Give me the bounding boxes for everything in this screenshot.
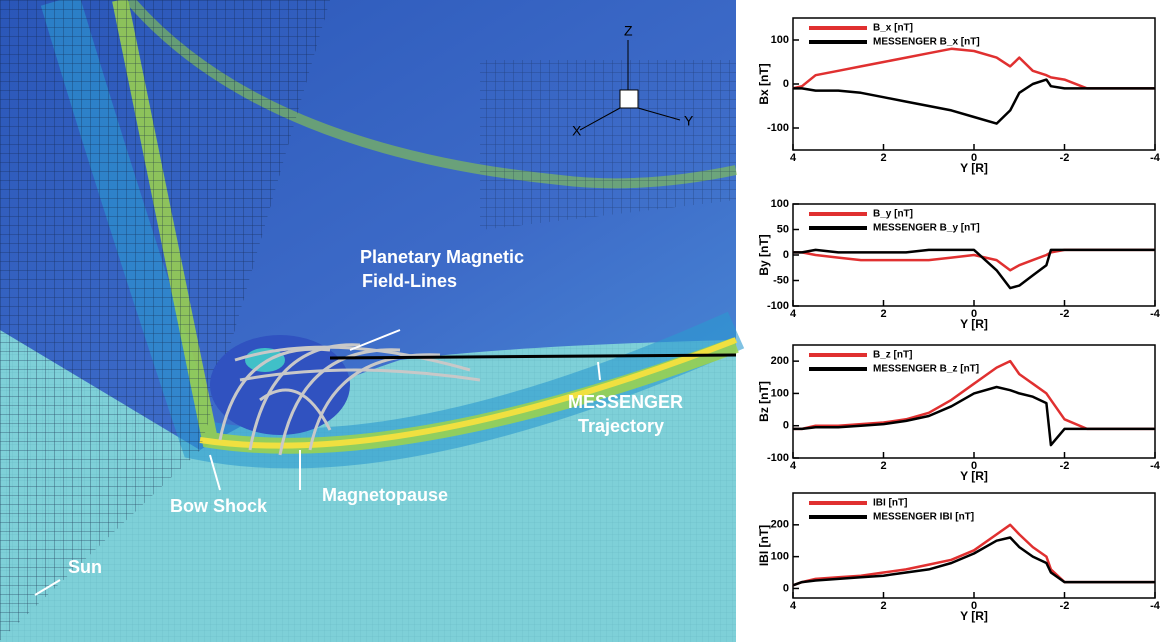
plot-frame [792, 344, 1156, 459]
x-tick-label: 0 [971, 600, 977, 612]
y-tick-label: -50 [773, 274, 789, 286]
data-line [793, 78, 1155, 125]
y-tick-label: 100 [771, 387, 789, 399]
data-line [793, 359, 1155, 431]
annotation: Planetary Magnetic [360, 247, 524, 267]
x-axis-label: Y [R] [960, 469, 988, 483]
y-axis-label: By [nT] [757, 234, 771, 275]
x-tick-label: -4 [1150, 460, 1161, 472]
data-line [792, 47, 1155, 90]
y-tick-label: 200 [771, 519, 789, 531]
y-tick-label: 100 [771, 551, 789, 563]
y-tick-label: -100 [767, 300, 789, 312]
y-tick-label: 200 [771, 355, 789, 367]
annotation: Bow Shock [170, 496, 268, 516]
x-tick-label: -4 [1150, 308, 1161, 320]
data-line [792, 523, 1155, 587]
x-tick-label: 2 [880, 600, 886, 612]
x-tick-label: 2 [880, 308, 886, 320]
legend-label: MESSENGER B_x [nT] [873, 37, 980, 48]
x-tick-label: -2 [1060, 600, 1070, 612]
legend-label: MESSENGER B_y [nT] [873, 223, 980, 234]
x-tick-label: 2 [880, 460, 886, 472]
legend-label: MESSENGER IBI [nT] [873, 512, 974, 523]
x-tick-label: -2 [1060, 460, 1070, 472]
y-tick-label: 0 [783, 249, 789, 261]
y-axis-label: Bz [nT] [757, 381, 771, 422]
y-tick-label: 50 [777, 223, 789, 235]
data-line [793, 385, 1155, 447]
annotation: MESSENGER [568, 392, 683, 412]
x-tick-label: -4 [1150, 600, 1161, 612]
legend-label: B_z [nT] [873, 350, 912, 361]
y-tick-label: 100 [771, 198, 789, 210]
x-axis-label: Y [R] [960, 161, 988, 175]
legend-label: IBI [nT] [873, 498, 907, 509]
axis-label: Y [684, 113, 694, 129]
axis-label: X [572, 123, 582, 139]
data-line [792, 536, 1155, 587]
annotation: Trajectory [578, 416, 664, 436]
y-tick-label: 0 [783, 78, 789, 90]
y-tick-label: 100 [771, 34, 789, 46]
y-axis-label: Bx [nT] [757, 63, 771, 104]
x-tick-label: 4 [790, 600, 797, 612]
x-tick-label: 0 [971, 152, 977, 164]
y-tick-label: -100 [767, 122, 789, 134]
y-tick-label: -100 [767, 452, 789, 464]
x-tick-label: 0 [971, 308, 977, 320]
annotation: Field-Lines [362, 271, 457, 291]
simulation-image: Planetary Magnetic Field-Lines MESSENGER… [0, 0, 745, 642]
x-tick-label: 4 [790, 152, 797, 164]
x-axis-label: Y [R] [960, 609, 988, 623]
x-tick-label: 0 [971, 460, 977, 472]
x-tick-label: -4 [1150, 152, 1161, 164]
x-tick-label: -2 [1060, 152, 1070, 164]
annotation: Magnetopause [322, 485, 448, 505]
annotation: Sun [68, 557, 102, 577]
axis-label: Z [624, 23, 633, 39]
y-axis-label: IBI [nT] [757, 525, 771, 566]
legend-label: B_y [nT] [873, 209, 913, 220]
data-line [793, 248, 1155, 290]
x-tick-label: -2 [1060, 308, 1070, 320]
legend-label: B_x [nT] [873, 23, 913, 34]
x-tick-label: 4 [790, 460, 797, 472]
x-tick-label: 2 [880, 152, 886, 164]
y-tick-label: 0 [783, 582, 789, 594]
x-tick-label: 4 [790, 308, 797, 320]
x-axis-label: Y [R] [960, 317, 988, 331]
y-tick-label: 0 [783, 420, 789, 432]
legend-label: MESSENGER B_z [nT] [873, 364, 979, 375]
